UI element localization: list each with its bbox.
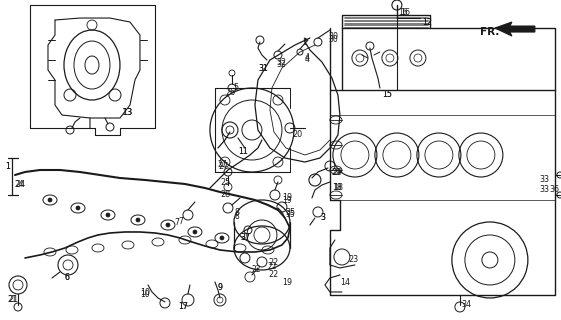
Text: 30: 30: [328, 32, 338, 41]
Text: 33: 33: [540, 185, 550, 194]
Text: 19: 19: [282, 193, 292, 202]
Text: 24: 24: [15, 180, 25, 189]
Text: 10: 10: [140, 290, 150, 299]
Circle shape: [76, 206, 80, 210]
Text: 10: 10: [140, 288, 150, 297]
Text: 23: 23: [348, 255, 358, 264]
Text: 37: 37: [240, 233, 250, 242]
Text: 24: 24: [15, 180, 25, 189]
Text: 21: 21: [8, 295, 18, 304]
Text: 35: 35: [285, 208, 295, 217]
Text: 16: 16: [400, 8, 410, 17]
Text: 2: 2: [302, 38, 307, 47]
Circle shape: [166, 223, 170, 227]
Text: 7: 7: [178, 217, 183, 226]
Text: 28: 28: [220, 190, 230, 199]
Text: 6: 6: [65, 273, 70, 282]
Text: 7: 7: [174, 218, 179, 227]
Text: 3: 3: [320, 213, 325, 222]
Text: 16: 16: [398, 8, 407, 17]
Text: 18: 18: [332, 183, 342, 192]
Text: 32: 32: [276, 60, 286, 69]
Text: 29: 29: [332, 168, 342, 177]
Text: 4: 4: [305, 55, 310, 64]
Text: 22: 22: [268, 258, 278, 267]
Text: 9: 9: [218, 283, 223, 292]
Text: 9: 9: [218, 283, 223, 292]
Text: 31: 31: [258, 64, 268, 73]
Text: 17: 17: [178, 302, 187, 311]
Circle shape: [136, 218, 140, 222]
Polygon shape: [495, 22, 535, 36]
Text: 17: 17: [178, 302, 188, 311]
Text: 20: 20: [292, 130, 302, 139]
Text: 22: 22: [268, 270, 278, 279]
Text: 33: 33: [540, 175, 550, 184]
Text: 36: 36: [550, 185, 560, 194]
Text: 1: 1: [5, 162, 10, 171]
Text: 32: 32: [276, 58, 286, 67]
Text: 27: 27: [218, 162, 228, 171]
Text: 27: 27: [218, 160, 228, 169]
Text: 31: 31: [258, 64, 268, 73]
Text: 11: 11: [238, 147, 247, 156]
Text: 30: 30: [328, 35, 338, 44]
Text: 22: 22: [252, 265, 261, 274]
Text: 12: 12: [422, 18, 432, 27]
Text: 35: 35: [285, 210, 295, 219]
Text: 29: 29: [332, 168, 342, 177]
Text: 19: 19: [282, 196, 292, 205]
Text: 13: 13: [122, 108, 132, 117]
Circle shape: [220, 236, 224, 240]
Text: 19: 19: [282, 278, 292, 287]
Text: 11: 11: [238, 147, 248, 156]
Text: 5: 5: [233, 83, 238, 92]
Text: 34: 34: [462, 300, 472, 309]
Text: 14: 14: [340, 278, 350, 287]
Text: 8: 8: [235, 212, 240, 221]
Text: 8: 8: [235, 208, 240, 217]
Text: 37: 37: [240, 233, 250, 242]
Circle shape: [106, 213, 110, 217]
Text: 6: 6: [65, 273, 70, 282]
Text: 4: 4: [305, 53, 310, 62]
Text: 13: 13: [122, 108, 134, 117]
Text: 21: 21: [8, 295, 17, 304]
Circle shape: [48, 198, 52, 202]
Text: 18: 18: [333, 183, 343, 192]
Text: 12: 12: [422, 18, 431, 27]
Circle shape: [193, 230, 197, 234]
Text: 1: 1: [5, 162, 10, 171]
Text: 25: 25: [220, 178, 230, 187]
Text: 22: 22: [268, 262, 278, 271]
Text: 3: 3: [320, 213, 325, 222]
Text: 26: 26: [225, 88, 235, 97]
Text: 15: 15: [382, 90, 392, 99]
Text: FR.: FR.: [480, 27, 499, 37]
Text: 15: 15: [382, 90, 392, 99]
